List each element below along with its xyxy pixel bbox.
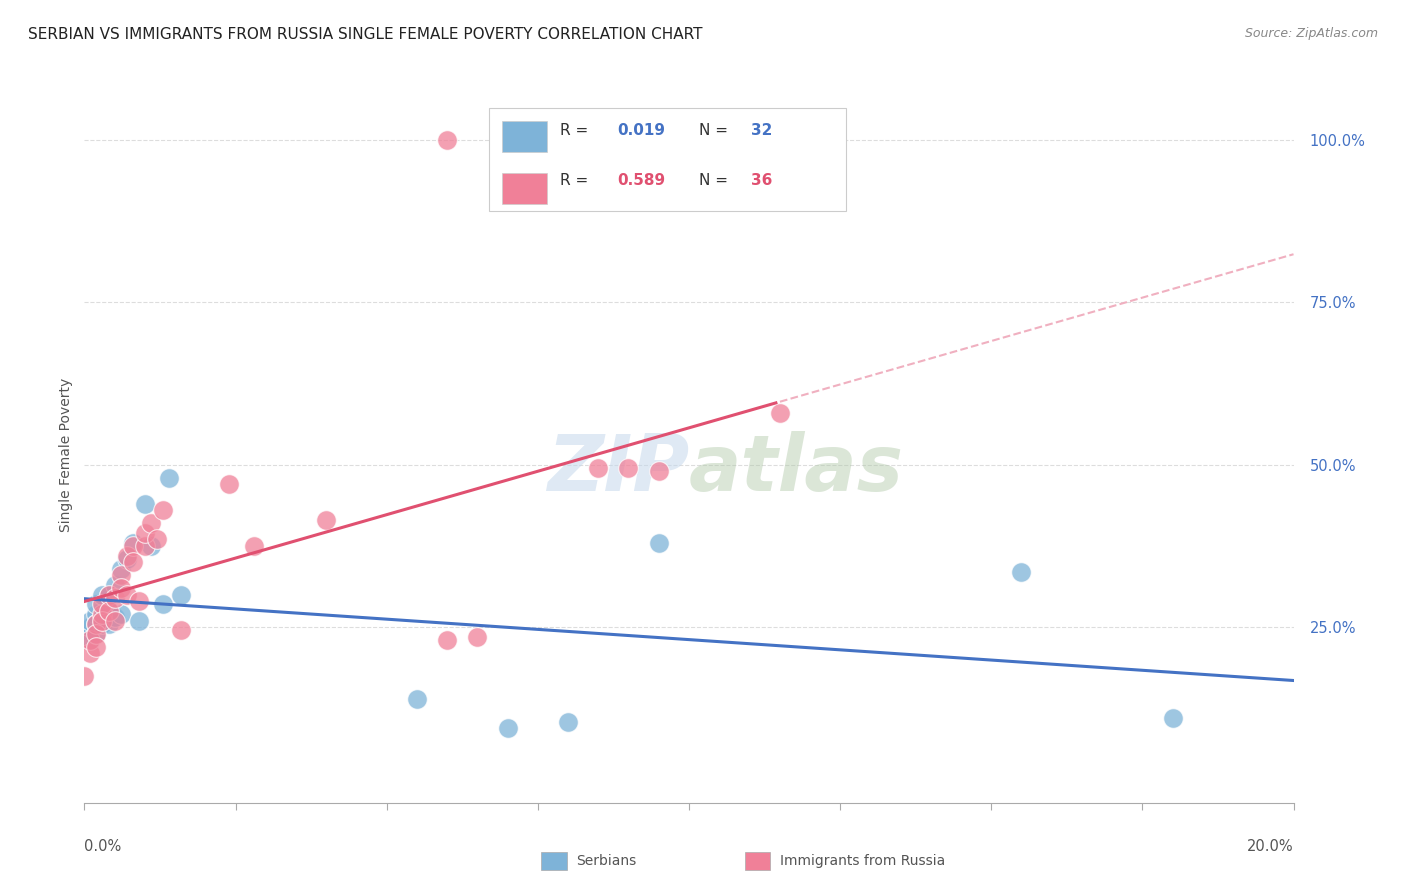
Y-axis label: Single Female Poverty: Single Female Poverty — [59, 378, 73, 532]
Point — [110, 607, 132, 622]
Point — [467, 630, 489, 644]
Text: SERBIAN VS IMMIGRANTS FROM RUSSIA SINGLE FEMALE POVERTY CORRELATION CHART: SERBIAN VS IMMIGRANTS FROM RUSSIA SINGLE… — [28, 27, 703, 42]
Point — [104, 578, 127, 592]
Point — [110, 562, 132, 576]
Point — [139, 539, 162, 553]
Text: Immigrants from Russia: Immigrants from Russia — [780, 854, 946, 868]
Text: 0.0%: 0.0% — [84, 838, 121, 854]
Point — [128, 594, 150, 608]
Point — [86, 617, 108, 632]
Point — [91, 588, 114, 602]
Text: atlas: atlas — [689, 431, 904, 507]
Point — [97, 604, 120, 618]
Point — [73, 669, 96, 683]
Point — [121, 535, 143, 549]
Point — [157, 471, 180, 485]
Point — [152, 598, 174, 612]
Text: 36: 36 — [751, 173, 772, 188]
Point — [115, 588, 138, 602]
Point — [617, 461, 640, 475]
Point — [121, 539, 143, 553]
Point — [128, 614, 150, 628]
Point — [647, 535, 671, 549]
Point — [139, 516, 162, 531]
Point — [115, 552, 138, 566]
Point — [79, 633, 101, 648]
FancyBboxPatch shape — [502, 173, 547, 204]
Point — [170, 624, 193, 638]
FancyBboxPatch shape — [489, 109, 846, 211]
Point — [104, 610, 127, 624]
Point — [91, 610, 114, 624]
Point — [170, 588, 193, 602]
Point — [91, 607, 114, 622]
Point — [79, 633, 101, 648]
Point — [769, 406, 792, 420]
Text: Source: ZipAtlas.com: Source: ZipAtlas.com — [1244, 27, 1378, 40]
Point — [134, 525, 156, 540]
Point — [91, 617, 114, 632]
Point — [97, 588, 120, 602]
Text: 20.0%: 20.0% — [1247, 838, 1294, 854]
Point — [146, 533, 169, 547]
Point — [73, 624, 96, 638]
Point — [91, 598, 114, 612]
Point — [79, 614, 101, 628]
Text: R =: R = — [560, 173, 593, 188]
Point — [86, 617, 108, 632]
Point — [110, 568, 132, 582]
Point — [1161, 711, 1184, 725]
Text: 0.019: 0.019 — [617, 123, 665, 138]
Text: N =: N = — [699, 173, 733, 188]
Point — [104, 614, 127, 628]
Point — [79, 620, 101, 634]
Point — [86, 626, 108, 640]
Point — [86, 640, 108, 654]
Point — [115, 549, 138, 563]
Point — [134, 497, 156, 511]
Point — [1010, 565, 1032, 579]
Point — [218, 477, 240, 491]
Point — [588, 461, 610, 475]
Point — [152, 503, 174, 517]
Point — [647, 464, 671, 478]
Point — [110, 581, 132, 595]
Point — [406, 691, 429, 706]
Point — [104, 591, 127, 605]
Text: N =: N = — [699, 123, 733, 138]
Point — [86, 598, 108, 612]
Point — [121, 555, 143, 569]
Point — [97, 617, 120, 632]
Point — [86, 607, 108, 622]
Point — [86, 626, 108, 640]
Point — [315, 513, 337, 527]
Text: ZIP: ZIP — [547, 431, 689, 507]
Point — [557, 714, 579, 729]
Point — [436, 132, 458, 146]
Text: Serbians: Serbians — [576, 854, 637, 868]
Point — [97, 588, 120, 602]
Text: 0.589: 0.589 — [617, 173, 665, 188]
Point — [97, 604, 120, 618]
Point — [436, 633, 458, 648]
Point — [91, 614, 114, 628]
Text: R =: R = — [560, 123, 593, 138]
Point — [79, 646, 101, 660]
Point — [496, 721, 519, 735]
Point — [242, 539, 264, 553]
Text: 32: 32 — [751, 123, 772, 138]
FancyBboxPatch shape — [502, 121, 547, 153]
Point — [134, 539, 156, 553]
